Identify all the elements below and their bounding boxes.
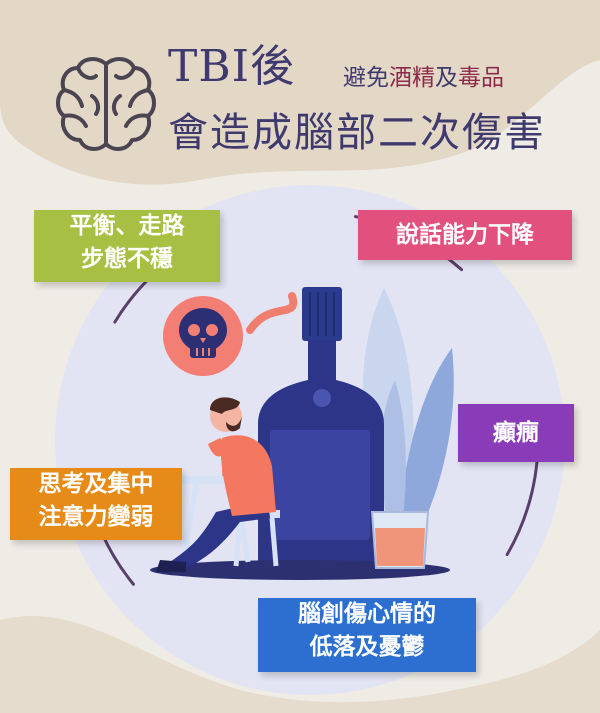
subtitle-alcohol: 酒精 — [389, 65, 435, 91]
effect-mood-line2: 低落及憂鬱 — [309, 634, 425, 660]
effect-cognition-line2: 注意力變弱 — [38, 504, 154, 530]
effect-balance-line1: 平衡、走路 — [69, 213, 185, 239]
bottle-label — [270, 430, 370, 540]
man-torso — [220, 435, 276, 516]
top-beige-blob — [0, 0, 600, 185]
bottle-cap — [302, 287, 342, 341]
bottom-beige-blob — [0, 616, 600, 713]
plant-leaf-front2 — [381, 380, 406, 548]
effect-cognition: 思考及集中 注意力變弱 — [10, 468, 182, 540]
effect-speech: 說話能力下降 — [358, 210, 572, 260]
header: TBI後 避免酒精及毒品 會造成腦部二次傷害 — [0, 0, 600, 170]
subtitle-part: 及 — [435, 65, 458, 91]
bottle-dot — [313, 389, 331, 407]
effect-mood: 腦創傷心情的 低落及憂鬱 — [258, 598, 476, 672]
man-hair — [210, 397, 240, 414]
man-arm — [208, 438, 230, 457]
effect-mood-line1: 腦創傷心情的 — [298, 601, 436, 627]
effect-epilepsy: 癲癇 — [458, 404, 574, 462]
effect-balance-line2: 步態不穩 — [81, 246, 173, 272]
thought-trail — [246, 292, 298, 334]
subtitle-drugs: 毒品 — [458, 65, 504, 91]
man-shoe — [156, 560, 186, 572]
title-main: TBI後 — [168, 41, 296, 92]
skull-icon — [179, 308, 227, 358]
effect-balance: 平衡、走路 步態不穩 — [34, 210, 220, 282]
title-subtitle: 避免酒精及毒品 — [343, 58, 504, 92]
man-beard — [226, 416, 242, 432]
title-line2: 會造成腦部二次傷害 — [168, 110, 546, 156]
brain-icon — [56, 57, 156, 151]
glass-drink — [375, 528, 425, 566]
subtitle-part: 避免 — [343, 65, 389, 91]
plant-leaf-front — [398, 348, 454, 548]
man-legs — [170, 500, 270, 570]
effect-cognition-line1: 思考及集中 — [38, 471, 154, 497]
